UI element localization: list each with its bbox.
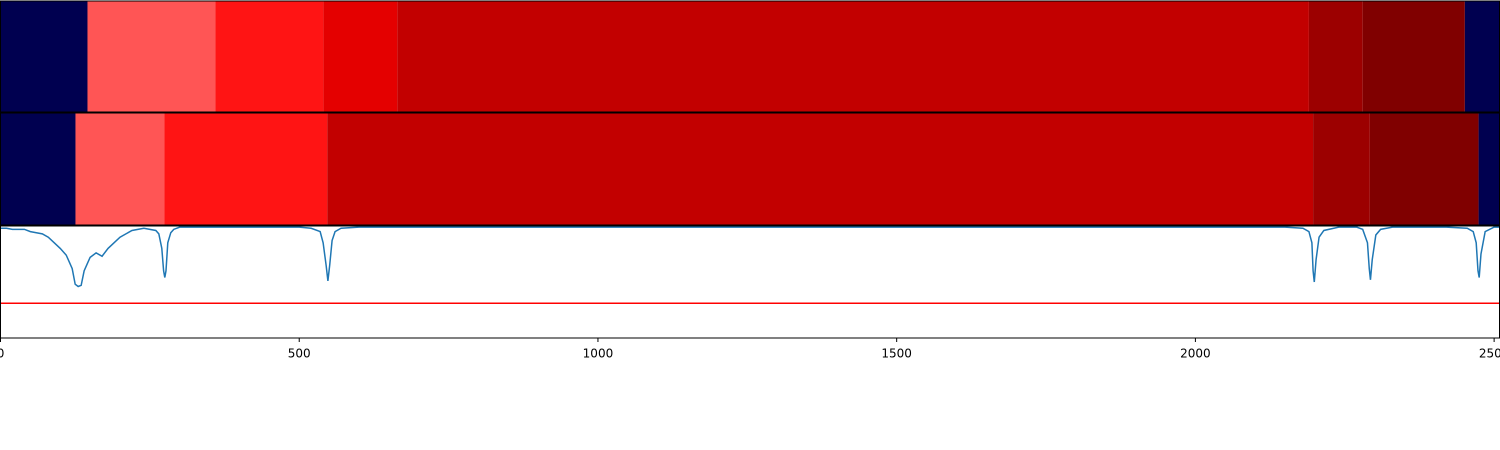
segment	[1313, 113, 1370, 225]
segment	[215, 1, 324, 112]
x-tick-label: 2500	[1479, 347, 1500, 361]
segment	[327, 113, 1314, 225]
segment	[87, 1, 216, 112]
segment	[0, 113, 76, 225]
segment	[397, 1, 1309, 112]
panel-frame	[0, 225, 1500, 339]
x-tick-label: 1000	[583, 347, 614, 361]
x-tick-label: 500	[288, 347, 311, 361]
segment	[323, 1, 398, 112]
x-tick-label: 0	[0, 347, 4, 361]
segment	[1308, 1, 1363, 112]
segment	[75, 113, 165, 225]
segment	[0, 1, 88, 112]
line-series	[0, 226, 1500, 288]
segment	[164, 113, 328, 225]
x-tick-label: 2000	[1180, 347, 1211, 361]
segment	[1478, 113, 1500, 225]
x-tick-label: 1500	[881, 347, 912, 361]
segment	[1464, 1, 1500, 112]
segment	[1369, 113, 1479, 225]
segment	[1362, 1, 1465, 112]
